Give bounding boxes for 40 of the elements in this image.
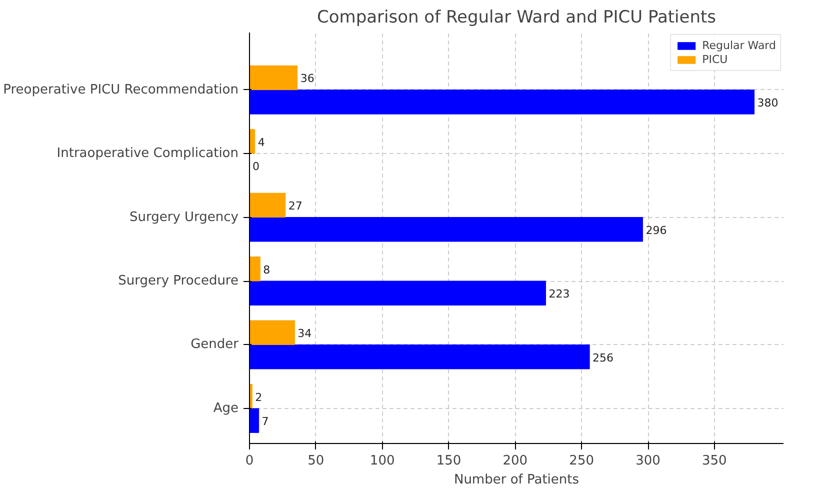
x-tick-label: 100: [370, 454, 395, 468]
bar: [250, 280, 546, 306]
bar: [250, 65, 298, 90]
data-label: 7: [262, 415, 269, 428]
bar: [250, 129, 256, 154]
x-axis-title: Number of Patients: [454, 472, 580, 488]
x-tick-label: 150: [436, 454, 462, 468]
x-tick-label: 300: [636, 454, 660, 468]
data-label: 36: [300, 72, 314, 86]
bar: [250, 217, 643, 242]
bar: [250, 320, 295, 345]
x-tick-label: 350: [702, 454, 727, 468]
y-tick-label: Surgery Urgency: [130, 210, 239, 225]
legend-label: PICU: [702, 53, 728, 66]
bar: [250, 90, 755, 114]
bar: [250, 408, 260, 433]
x-tick-label: 50: [308, 454, 324, 468]
data-label: 0: [252, 160, 260, 174]
x-tick-label: 0: [245, 454, 254, 468]
data-label: 34: [298, 327, 312, 340]
legend-label: Regular Ward: [702, 39, 776, 52]
y-tick-label: Preoperative PICU Recommendation: [3, 82, 239, 98]
y-tick-label: Intraoperative Complication: [56, 146, 239, 162]
data-label: 4: [258, 136, 265, 149]
y-tick-label: Gender: [190, 337, 240, 352]
bar: [250, 344, 590, 370]
bar: [250, 256, 260, 282]
bar: [250, 192, 286, 218]
chart-title: Comparison of Regular Ward and PICU Patients: [316, 8, 716, 28]
data-label: 380: [757, 96, 778, 110]
data-label: 296: [646, 224, 667, 237]
data-label: 27: [288, 200, 302, 213]
y-tick-label: Surgery Procedure: [118, 274, 239, 289]
x-tick-label: 200: [502, 454, 528, 468]
data-label: 256: [592, 351, 614, 364]
y-tick-label: Age: [213, 400, 239, 416]
data-label: 223: [548, 288, 570, 301]
data-label: 8: [263, 263, 270, 276]
x-tick-label: 250: [569, 454, 594, 468]
data-label: 2: [255, 390, 262, 404]
